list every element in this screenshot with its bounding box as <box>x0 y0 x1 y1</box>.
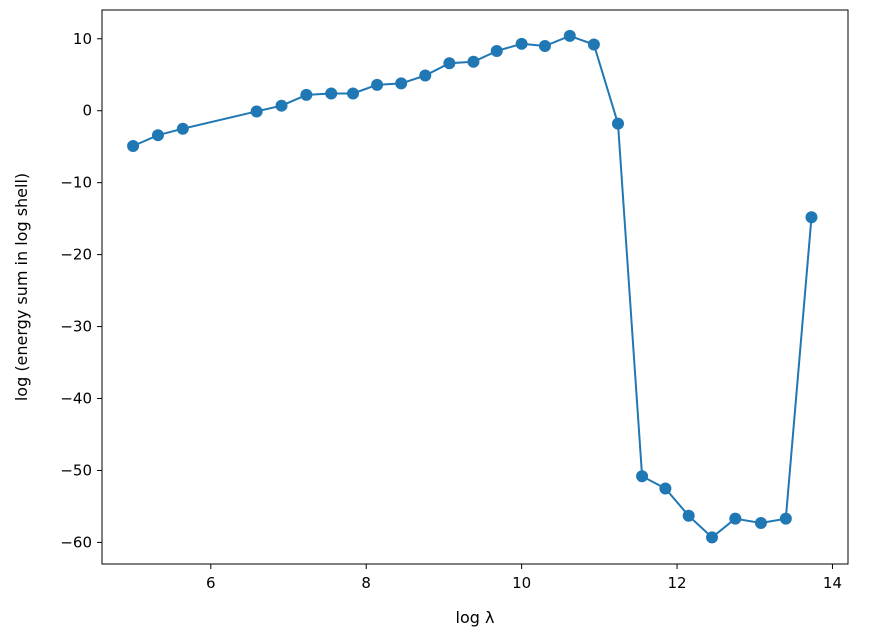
data-point <box>467 55 480 68</box>
x-tick-label: 14 <box>823 574 842 592</box>
data-point <box>805 211 818 224</box>
data-point <box>275 99 288 112</box>
y-tick-label: 10 <box>73 30 92 48</box>
data-point <box>490 45 503 58</box>
data-point <box>538 39 551 52</box>
data-point <box>346 87 359 100</box>
x-tick-label: 10 <box>512 574 531 592</box>
data-point <box>419 69 432 82</box>
data-point <box>325 87 338 100</box>
data-point <box>659 482 672 495</box>
data-point <box>563 29 576 42</box>
data-point <box>300 88 313 101</box>
plot-area <box>127 29 818 544</box>
x-tick-label: 12 <box>667 574 686 592</box>
data-point <box>587 38 600 51</box>
y-tick-label: −10 <box>60 174 92 192</box>
plot-frame <box>101 9 849 565</box>
data-point <box>636 470 649 483</box>
data-point <box>754 516 767 529</box>
data-point <box>779 512 792 525</box>
data-point <box>682 509 695 522</box>
y-tick-label: −20 <box>60 246 92 264</box>
data-point <box>515 37 528 50</box>
y-tick-label: −40 <box>60 390 92 408</box>
x-axis-label: log λ <box>456 608 495 627</box>
y-tick-label: 0 <box>82 102 92 120</box>
data-point <box>729 512 742 525</box>
x-tick-label: 6 <box>206 574 216 592</box>
y-tick-label: −30 <box>60 318 92 336</box>
y-tick-label: −60 <box>60 533 92 551</box>
data-point <box>611 117 624 130</box>
data-point <box>127 139 140 152</box>
data-point <box>250 105 263 118</box>
data-point <box>443 57 456 70</box>
y-axis-label: log (energy sum in log shell) <box>12 173 31 401</box>
axes: 6 8 10 12 14 10 0 −10 −20 −30 −40 −50 −60 <box>60 9 849 592</box>
x-tick-label: 8 <box>361 574 371 592</box>
y-tick-label: −50 <box>60 461 92 479</box>
data-point <box>371 78 384 91</box>
data-point <box>151 129 164 142</box>
data-point <box>706 531 719 544</box>
data-point <box>176 122 189 135</box>
data-point <box>395 77 408 90</box>
